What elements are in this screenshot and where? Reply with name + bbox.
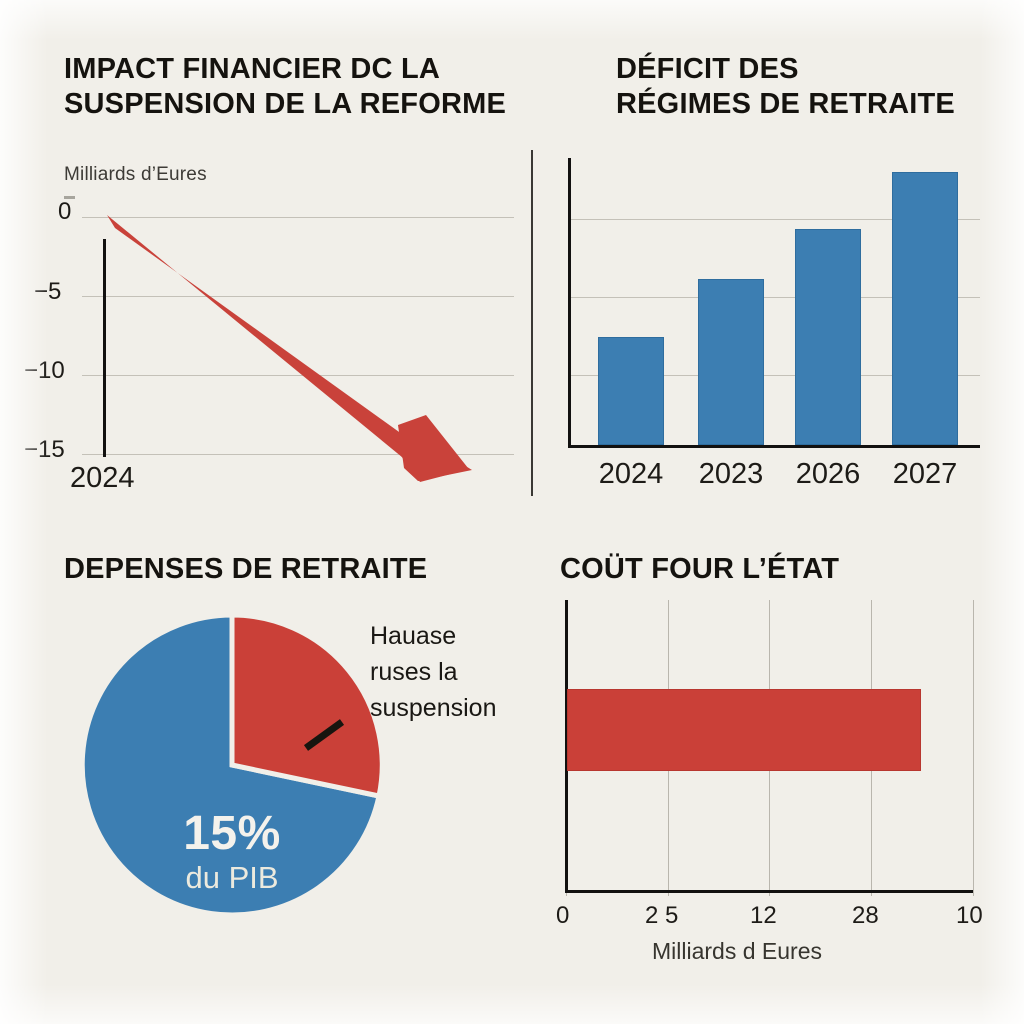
deficit-x-axis — [568, 445, 980, 448]
deficit-y-axis — [568, 158, 571, 448]
panel-cout-title: COÜT FOUR L’ÉTAT — [560, 553, 840, 585]
impact-arrow-icon — [107, 215, 472, 482]
deficit-xtick-2023: 2023 — [698, 458, 764, 490]
cout-xtick-12: 12 — [750, 902, 777, 929]
deficit-bar-2024 — [598, 337, 664, 445]
pie-center-value: 15% — [183, 807, 281, 860]
deficit-bar-2026 — [795, 229, 861, 445]
deficit-bar-2027 — [892, 172, 958, 445]
deficit-xtick-2026: 2026 — [795, 458, 861, 490]
cout-vgridline-10 — [973, 600, 974, 896]
panel-depenses-title: DEPENSES DE RETRAITE — [64, 553, 428, 585]
cout-x-axis — [565, 890, 973, 893]
pie-slice-red — [229, 612, 385, 799]
cout-xtick-0: 0 — [556, 902, 570, 929]
cout-bar-total — [567, 689, 921, 771]
deficit-xtick-2027: 2027 — [892, 458, 958, 490]
panel-cout-pour-letat: COÜT FOUR L’ÉTAT 0 2 5 12 28 10 Milliard… — [532, 512, 1024, 1024]
pie-center-sublabel: du PIB — [185, 860, 279, 895]
deficit-bar-2023 — [698, 279, 764, 445]
panel-deficit-regimes: DÉFICIT DES RÉGIMES DE RETRAITE 2024 202… — [532, 0, 1024, 512]
panel-depenses-retraite: DEPENSES DE RETRAITE 15% du PIB Hauase r… — [0, 512, 532, 1024]
panel-deficit-title-line2: RÉGIMES DE RETRAITE — [616, 88, 955, 120]
cout-xtick-10: 10 — [956, 902, 983, 929]
cout-xtick-28: 28 — [852, 902, 879, 929]
cout-axis-caption: Milliards d Eures — [652, 938, 822, 964]
panel-impact-financier: IMPACT FINANCIER DC LA SUSPENSION DE LA … — [0, 0, 532, 512]
cout-xtick-25: 2 5 — [645, 902, 679, 929]
deficit-xtick-2024: 2024 — [598, 458, 664, 490]
panel-deficit-title-line1: DÉFICIT DES — [616, 53, 799, 85]
panel-deficit-title: DÉFICIT DES RÉGIMES DE RETRAITE — [616, 52, 1024, 122]
impact-xtick-2024: 2024 — [70, 462, 135, 494]
